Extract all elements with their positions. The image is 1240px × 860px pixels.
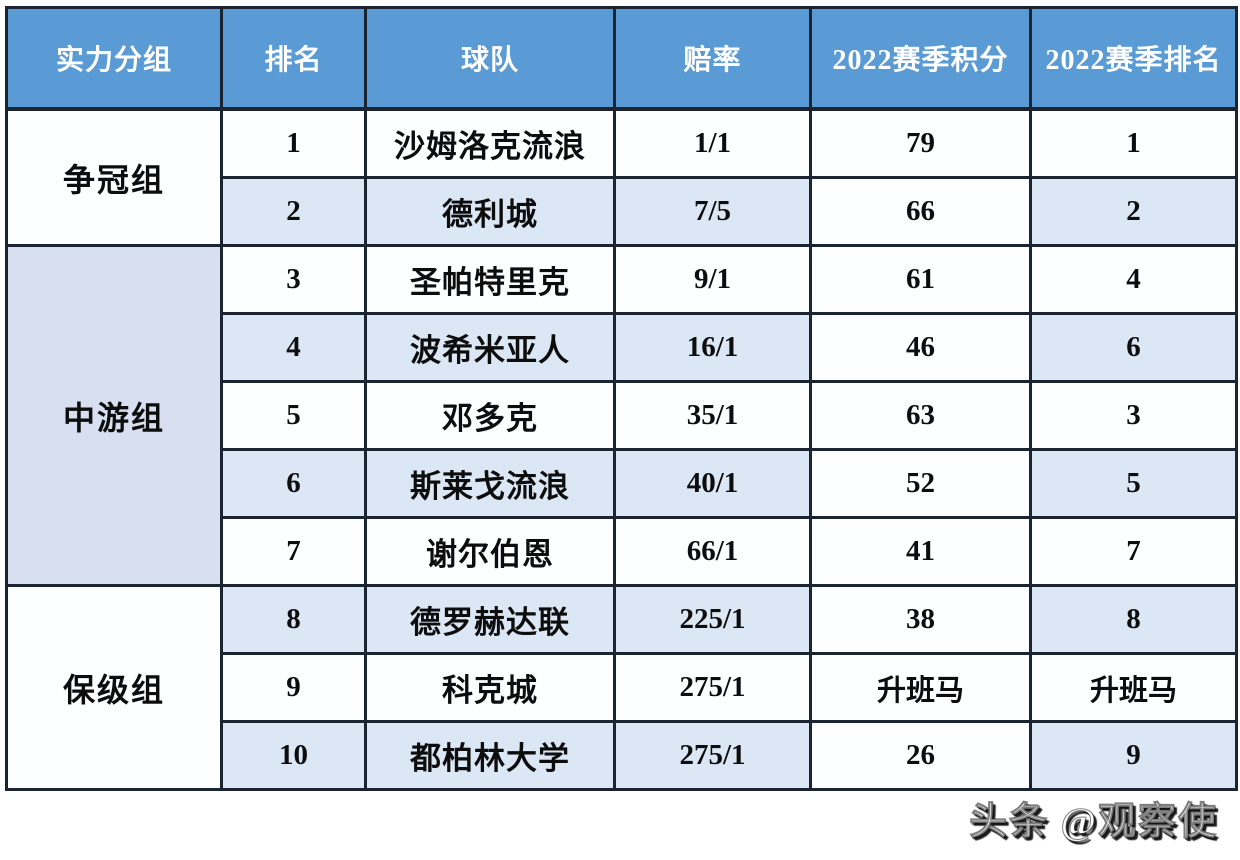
points-cell: 41 <box>809 516 1032 587</box>
group-cell: 保级组 <box>5 584 223 791</box>
season-rank-cell: 3 <box>1029 380 1238 451</box>
table-row: 中游组 3 圣帕特里克 9/1 61 4 <box>5 244 1238 587</box>
team-cell: 波希米亚人 <box>364 312 616 383</box>
watermark: 头条 @观察使 <box>969 801 1218 844</box>
points-cell: 79 <box>809 107 1032 179</box>
header-season-rank: 2022赛季排名 <box>1029 6 1238 111</box>
group-cell: 中游组 <box>5 244 223 587</box>
rank-cell: 2 <box>220 176 367 247</box>
rank-cell: 8 <box>220 584 367 655</box>
odds-cell: 16/1 <box>613 312 812 383</box>
odds-cell: 275/1 <box>613 720 812 791</box>
rank-cell: 1 <box>220 107 367 179</box>
league-odds-table: 实力分组 排名 球队 赔率 2022赛季积分 2022赛季排名 争冠组 1 沙姆洛克… <box>5 6 1238 791</box>
header-team: 球队 <box>364 6 616 111</box>
rank-cell: 5 <box>220 380 367 451</box>
team-cell: 斯莱戈流浪 <box>364 448 616 519</box>
table-row: 6 斯莱戈流浪 40/1 52 5 <box>7 448 1238 519</box>
odds-cell: 40/1 <box>613 448 812 519</box>
team-cell: 圣帕特里克 <box>364 244 616 315</box>
header-rank: 排名 <box>220 6 367 111</box>
points-cell: 63 <box>809 380 1032 451</box>
points-cell: 38 <box>809 584 1032 655</box>
table-row: 2 德利城 7/5 66 2 <box>7 176 1238 247</box>
points-cell: 66 <box>809 176 1032 247</box>
table-row: 保级组 8 德罗赫达联 225/1 38 8 <box>5 584 1238 791</box>
rank-cell: 10 <box>220 720 367 791</box>
team-cell: 沙姆洛克流浪 <box>364 107 616 179</box>
team-cell: 谢尔伯恩 <box>364 516 616 587</box>
table-row: 10 都柏林大学 275/1 26 9 <box>7 720 1238 791</box>
season-rank-cell: 1 <box>1029 107 1238 179</box>
odds-cell: 275/1 <box>613 652 812 723</box>
points-cell: 52 <box>809 448 1032 519</box>
team-cell: 都柏林大学 <box>364 720 616 791</box>
season-rank-cell: 5 <box>1029 448 1238 519</box>
table-row: 9 科克城 275/1 升班马 升班马 <box>7 652 1238 723</box>
table-row: 4 波希米亚人 16/1 46 6 <box>7 312 1238 383</box>
rank-cell: 7 <box>220 516 367 587</box>
season-rank-cell: 4 <box>1029 244 1238 315</box>
odds-cell: 66/1 <box>613 516 812 587</box>
rank-cell: 4 <box>220 312 367 383</box>
odds-cell: 9/1 <box>613 244 812 315</box>
header-strength-group: 实力分组 <box>5 6 223 111</box>
season-rank-cell: 6 <box>1029 312 1238 383</box>
header-odds: 赔率 <box>613 6 812 111</box>
season-rank-cell: 9 <box>1029 720 1238 791</box>
team-cell: 德利城 <box>364 176 616 247</box>
table-row: 5 邓多克 35/1 63 3 <box>7 380 1238 451</box>
season-rank-cell: 升班马 <box>1029 652 1238 723</box>
odds-cell: 35/1 <box>613 380 812 451</box>
table-body: 争冠组 1 沙姆洛克流浪 1/1 79 1 2 德利城 7/5 66 2 中游组 3 圣帕特里克 9/1 61… <box>5 107 1238 791</box>
points-cell: 61 <box>809 244 1032 315</box>
season-rank-cell: 2 <box>1029 176 1238 247</box>
group-cell: 争冠组 <box>5 107 223 247</box>
rank-cell: 6 <box>220 448 367 519</box>
odds-cell: 7/5 <box>613 176 812 247</box>
season-rank-cell: 7 <box>1029 516 1238 587</box>
team-cell: 邓多克 <box>364 380 616 451</box>
points-cell: 26 <box>809 720 1032 791</box>
odds-cell: 225/1 <box>613 584 812 655</box>
team-cell: 科克城 <box>364 652 616 723</box>
points-cell: 升班马 <box>809 652 1032 723</box>
rank-cell: 9 <box>220 652 367 723</box>
table-row: 争冠组 1 沙姆洛克流浪 1/1 79 1 <box>5 107 1238 247</box>
header-season-points: 2022赛季积分 <box>809 6 1032 111</box>
table-header: 实力分组 排名 球队 赔率 2022赛季积分 2022赛季排名 <box>5 6 1238 111</box>
odds-cell: 1/1 <box>613 107 812 179</box>
team-cell: 德罗赫达联 <box>364 584 616 655</box>
header-row: 实力分组 排名 球队 赔率 2022赛季积分 2022赛季排名 <box>5 6 1238 111</box>
season-rank-cell: 8 <box>1029 584 1238 655</box>
points-cell: 46 <box>809 312 1032 383</box>
table-row: 7 谢尔伯恩 66/1 41 7 <box>7 516 1238 587</box>
rank-cell: 3 <box>220 244 367 315</box>
